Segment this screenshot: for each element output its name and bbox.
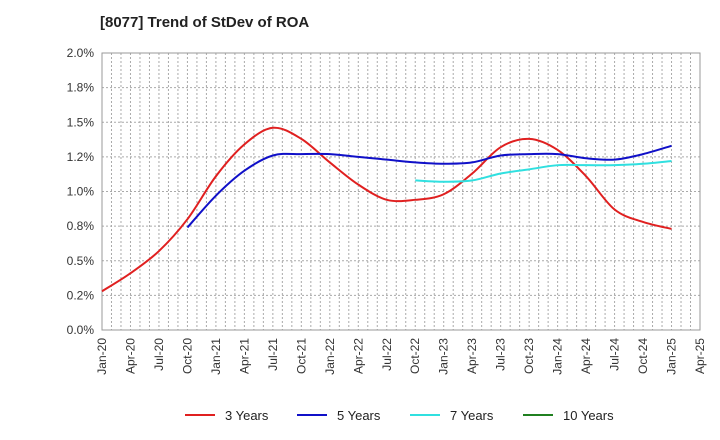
axes: 0.0% 0.2% 0.5% 0.8% 1.0% 1.2% 1.5% 1.8% 2.0% Jan-… [67,46,707,375]
x-tick-label: Apr-20 [123,338,137,374]
x-tick-label: Jul-20 [152,338,166,371]
x-tick-label: Jan-22 [323,338,337,375]
legend-label-10-years: 10 Years [563,407,614,423]
legend-item-5-years: 5 Years [297,404,380,426]
x-tick-label: Apr-25 [693,338,707,374]
y-tick-label: 1.8% [67,81,95,95]
legend-item-7-years: 7 Years [410,404,493,426]
x-tick-label: Apr-24 [579,338,593,374]
legend-label-7-years: 7 Years [450,407,494,423]
grid-lines [102,53,700,330]
y-tick-label: 1.5% [67,115,95,129]
x-tick-label: Jan-24 [551,338,565,375]
series-lines [101,126,672,293]
y-tick-label: 0.8% [67,219,95,233]
x-tick-label: Jan-25 [665,338,679,375]
legend-label-3-years: 3 Years [225,407,269,423]
x-tick-label: Jan-20 [95,338,109,375]
plot-frame [101,52,701,331]
x-tick-label: Oct-24 [636,338,650,374]
series-line-5-years [186,144,672,229]
chart-title: [8077] Trend of StDev of ROA [100,14,310,31]
series-line-7-years [415,160,672,183]
series-line-3-years [101,126,672,293]
x-tick-label: Apr-22 [351,338,365,374]
y-tick-label: 2.0% [67,46,95,60]
legend-swatch-10-years [523,414,553,416]
legend-label-5-years: 5 Years [337,407,381,423]
x-tick-label: Jan-21 [209,338,223,375]
x-tick-label: Apr-23 [465,338,479,374]
y-tick-label: 1.2% [67,150,95,164]
x-tick-label: Oct-23 [522,338,536,374]
x-tick-label: Oct-21 [294,338,308,374]
x-tick-label: Oct-22 [408,338,422,374]
x-tick-label: Jul-22 [380,338,394,371]
legend-swatch-7-years [410,414,440,416]
x-tick-label: Jan-23 [437,338,451,375]
x-tick-label: Oct-20 [180,338,194,374]
x-tick-label: Jul-21 [266,338,280,371]
y-tick-label: 0.0% [67,323,95,337]
x-tick-label: Apr-21 [237,338,251,374]
legend-swatch-3-years [185,414,215,416]
x-tick-label: Jul-23 [494,338,508,371]
legend-swatch-5-years [297,414,327,416]
legend: 3 Years 5 Years 7 Years 10 Years [0,404,720,428]
x-tick-label: Jul-24 [608,338,622,371]
y-tick-label: 1.0% [67,185,95,199]
legend-item-10-years: 10 Years [523,404,614,426]
y-tick-label: 0.5% [67,254,95,268]
y-tick-label: 0.2% [67,288,95,302]
legend-item-3-years: 3 Years [185,404,268,426]
